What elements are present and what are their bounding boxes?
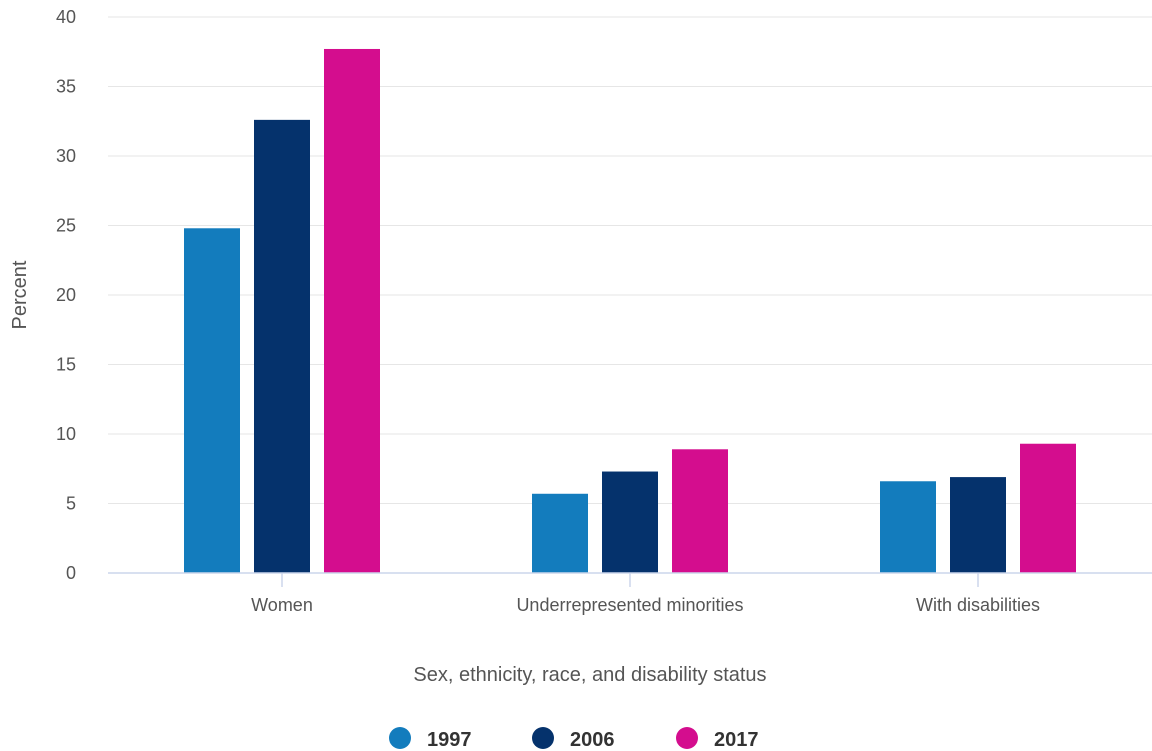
legend-label-2006: 2006 bbox=[570, 729, 615, 751]
y-tick-label: 20 bbox=[56, 285, 76, 305]
x-tick-label: Women bbox=[251, 595, 313, 615]
bar-1997-2 bbox=[880, 481, 936, 573]
bar-2006-1 bbox=[602, 471, 658, 573]
bar-2017-2 bbox=[1020, 443, 1076, 573]
bar-2017-1 bbox=[672, 449, 728, 573]
y-tick-label: 35 bbox=[56, 77, 76, 97]
y-tick-label: 0 bbox=[66, 563, 76, 583]
legend-marker-1997 bbox=[389, 727, 411, 749]
x-tick-label: With disabilities bbox=[916, 595, 1040, 615]
y-tick-label: 40 bbox=[56, 7, 76, 27]
x-axis-title: Sex, ethnicity, race, and disability sta… bbox=[413, 664, 766, 686]
y-tick-label: 15 bbox=[56, 355, 76, 375]
y-axis-title: Percent bbox=[9, 260, 31, 329]
legend-label-2017: 2017 bbox=[714, 729, 759, 751]
bar-1997-0 bbox=[184, 228, 240, 573]
bar-2017-0 bbox=[324, 48, 380, 574]
y-axis-ticks: 0 5 10 15 20 25 30 35 40 bbox=[56, 7, 76, 583]
y-tick-label: 5 bbox=[66, 494, 76, 514]
y-tick-label: 10 bbox=[56, 424, 76, 444]
legend-label-1997: 1997 bbox=[427, 729, 472, 751]
bar-1997-1 bbox=[532, 493, 588, 573]
bars bbox=[184, 48, 1076, 574]
legend-marker-2017 bbox=[676, 727, 698, 749]
x-axis-ticks: Women Underrepresented minorities With dis… bbox=[251, 573, 1040, 615]
y-tick-label: 25 bbox=[56, 216, 76, 236]
legend: 1997 2006 2017 bbox=[389, 727, 759, 751]
legend-marker-2006 bbox=[532, 727, 554, 749]
bar-2006-0 bbox=[254, 119, 310, 574]
y-tick-label: 30 bbox=[56, 146, 76, 166]
bar-2006-2 bbox=[950, 477, 1006, 573]
x-tick-label: Underrepresented minorities bbox=[516, 595, 743, 615]
